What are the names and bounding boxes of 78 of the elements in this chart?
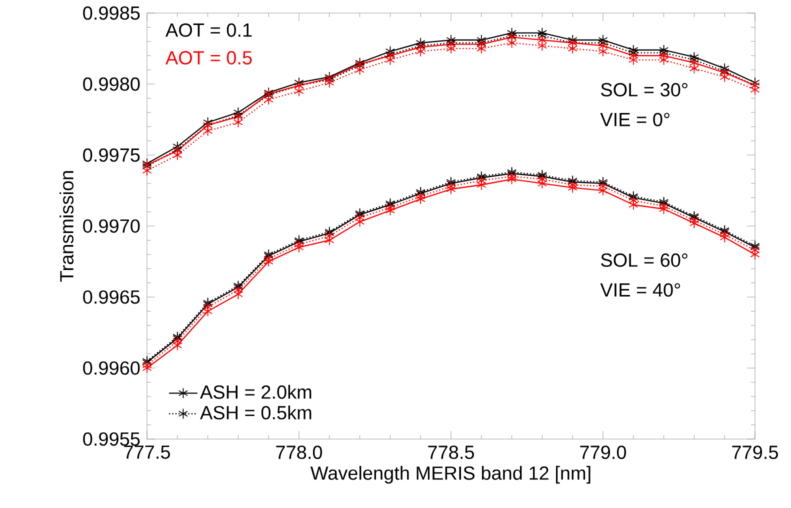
y-tick-label: 0.9975 xyxy=(83,148,140,162)
point xyxy=(385,202,395,214)
annotation: AOT = 0.5 xyxy=(165,51,252,64)
point xyxy=(689,218,699,229)
point xyxy=(537,27,547,38)
point xyxy=(628,50,638,62)
point xyxy=(689,54,699,66)
point xyxy=(476,175,486,186)
point xyxy=(416,46,426,57)
point xyxy=(659,200,669,212)
point xyxy=(628,44,638,56)
point xyxy=(598,40,608,52)
y-tick-label: 0.9970 xyxy=(83,219,140,233)
point xyxy=(568,182,578,194)
annotation: SOL = 30° xyxy=(601,82,688,96)
point xyxy=(446,184,456,195)
y-axis-title: Transmission xyxy=(60,171,74,282)
point xyxy=(264,94,274,106)
point xyxy=(628,199,638,210)
point xyxy=(507,174,517,185)
point xyxy=(233,116,243,128)
point xyxy=(689,214,699,226)
point xyxy=(385,204,395,216)
point xyxy=(203,306,213,317)
point xyxy=(294,242,304,253)
x-tick-label: 779.0 xyxy=(580,446,626,460)
point xyxy=(537,40,547,52)
point xyxy=(264,256,274,267)
point xyxy=(628,54,638,66)
point xyxy=(659,204,669,214)
x-tick-label: 778.0 xyxy=(276,446,322,460)
point xyxy=(720,229,730,240)
x-tick-label: 779.5 xyxy=(732,446,778,460)
y-tick-label: 0.9960 xyxy=(83,361,140,375)
point xyxy=(142,165,152,176)
y-tick-label: 0.9965 xyxy=(83,290,140,304)
y-tick-label: 0.9980 xyxy=(83,77,140,91)
point xyxy=(689,52,699,63)
point xyxy=(142,362,152,374)
point xyxy=(264,253,274,264)
point xyxy=(355,64,365,76)
point xyxy=(416,190,426,202)
point xyxy=(446,180,456,192)
point xyxy=(598,46,608,57)
point xyxy=(537,174,547,185)
y-tick-label: 0.9955 xyxy=(83,432,140,446)
annotation: VIE = 0° xyxy=(600,112,670,126)
annotation: VIE = 40° xyxy=(600,283,680,297)
point xyxy=(537,34,547,46)
point xyxy=(659,54,669,66)
point xyxy=(507,170,517,182)
point xyxy=(294,86,304,97)
point xyxy=(720,232,730,243)
point xyxy=(689,62,699,74)
point xyxy=(659,44,669,56)
point xyxy=(385,54,395,66)
point xyxy=(172,336,182,347)
point xyxy=(568,179,578,190)
point xyxy=(507,37,517,48)
legend-label: ASH = 2.0km xyxy=(200,384,312,399)
point xyxy=(203,116,213,128)
point xyxy=(416,194,426,205)
legend-label: ASH = 0.5km xyxy=(200,405,312,420)
point xyxy=(689,57,699,68)
point xyxy=(568,43,578,54)
point xyxy=(203,125,213,136)
point xyxy=(537,30,547,42)
annotation: AOT = 0.1 xyxy=(165,23,252,37)
y-tick-label: 0.9985 xyxy=(83,6,140,20)
annotation: SOL = 60° xyxy=(601,253,688,267)
point xyxy=(476,179,486,190)
x-tick-label: 778.5 xyxy=(428,446,474,460)
point xyxy=(355,216,365,228)
point xyxy=(659,50,669,62)
point xyxy=(324,234,334,246)
x-axis-title: Wavelength MERIS band 12 [nm] xyxy=(310,466,590,484)
point xyxy=(294,239,304,250)
x-tick-label: 777.5 xyxy=(124,446,170,459)
